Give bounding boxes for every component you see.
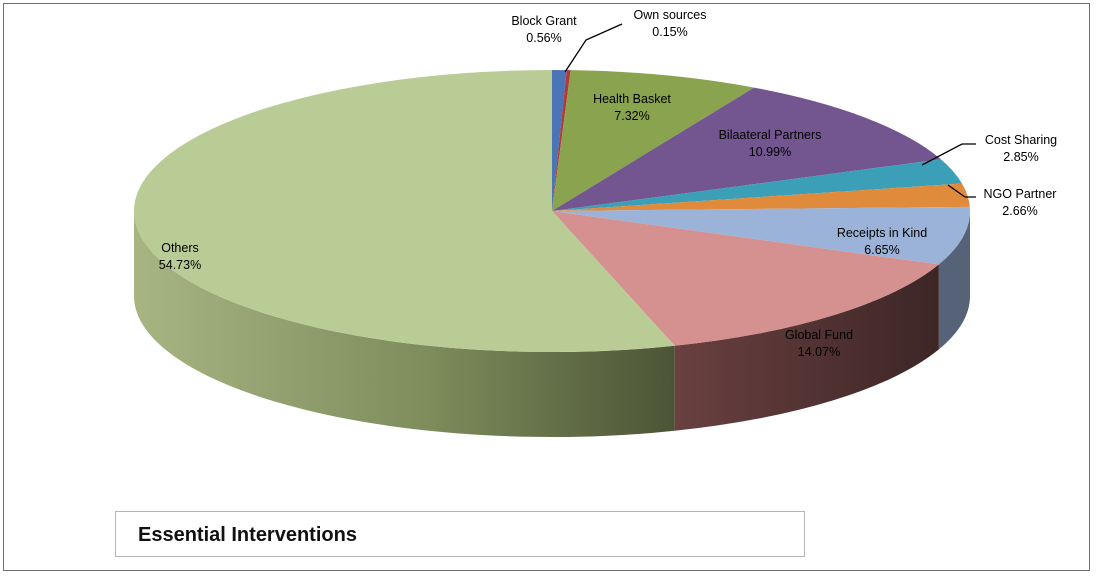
slice-side-receipts-in-kind [938, 211, 970, 350]
slice-block-grant[interactable] [552, 70, 567, 211]
slice-side-others [134, 211, 675, 437]
leader-line-ngo-partner [947, 184, 976, 198]
pie-slices [133, 70, 970, 352]
pie-depth-sides [134, 211, 970, 437]
slice-label-receipts-in-kind: Receipts in Kind [837, 226, 927, 240]
slice-value-others: 54.73% [159, 258, 201, 272]
slice-value-bilaateral-partners: 10.99% [749, 145, 791, 159]
slice-label-block-grant: Block Grant [511, 14, 577, 28]
slice-global-fund[interactable] [552, 211, 939, 346]
slice-label-health-basket: Health Basket [593, 92, 671, 106]
slice-bilaateral-partners[interactable] [552, 87, 941, 211]
slice-labels: Block Grant 0.56% Own sources 0.15% Health B… [159, 8, 1057, 359]
slice-side-global-fund [674, 264, 939, 431]
slice-own-sources[interactable] [552, 70, 571, 211]
slice-value-own-sources: 0.15% [652, 25, 687, 39]
leader-line-cost-sharing [921, 143, 976, 166]
slice-health-basket[interactable] [552, 70, 755, 211]
slice-label-ngo-partner: NGO Partner [984, 187, 1057, 201]
leader-line-own-sources [564, 23, 623, 73]
slice-cost-sharing[interactable] [552, 159, 962, 211]
slice-value-global-fund: 14.07% [798, 345, 840, 359]
slice-value-receipts-in-kind: 6.65% [864, 243, 899, 257]
chart-frame: Block Grant 0.56% Own sources 0.15% Health B… [3, 3, 1090, 571]
slice-label-bilaateral-partners: Bilaateral Partners [719, 128, 822, 142]
slice-label-global-fund: Global Fund [785, 328, 853, 342]
slice-value-cost-sharing: 2.85% [1003, 150, 1038, 164]
pie-chart: Block Grant 0.56% Own sources 0.15% Health B… [133, 8, 1057, 437]
slice-receipts-in-kind[interactable] [552, 206, 970, 265]
slice-value-block-grant: 0.56% [526, 31, 561, 45]
slice-ngo-partner[interactable] [552, 183, 970, 211]
slice-value-health-basket: 7.32% [614, 109, 649, 123]
slice-value-ngo-partner: 2.66% [1002, 204, 1037, 218]
chart-title: Essential Interventions [138, 524, 357, 546]
slice-label-cost-sharing: Cost Sharing [985, 133, 1057, 147]
leader-lines [564, 23, 976, 198]
slice-others[interactable] [133, 70, 675, 352]
slice-label-own-sources: Own sources [634, 8, 707, 22]
chart-title-box: Essential Interventions [115, 511, 805, 557]
slice-label-others: Others [161, 241, 199, 255]
